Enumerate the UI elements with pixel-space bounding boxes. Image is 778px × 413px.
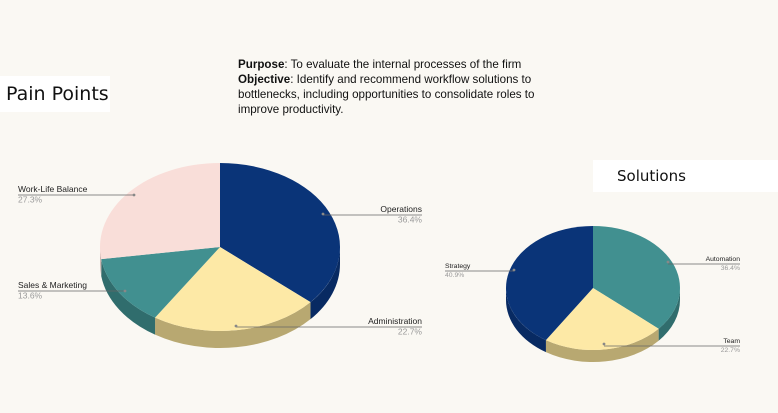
- leader-dot-team: [602, 342, 606, 346]
- pie-slice-automation: [593, 226, 681, 329]
- purpose-text: : To evaluate the internal processes of …: [284, 58, 522, 71]
- leader-dot-automation: [666, 260, 670, 264]
- slice-value-strategy: 40.9%: [445, 272, 464, 279]
- slice-label-work-life-balance: Work-Life Balance: [18, 184, 88, 194]
- pie-slice-work-life-balance: [100, 163, 220, 260]
- pie-slice-operations: [220, 163, 340, 303]
- slice-label-team: Team: [723, 338, 740, 345]
- slice-value-team: 22.7%: [721, 347, 740, 354]
- pie-side-operations: [310, 247, 340, 320]
- slice-value-work-life-balance: 27.3%: [18, 195, 43, 205]
- pie-side-team: [545, 328, 659, 362]
- objective-label: Objective: [238, 73, 291, 86]
- pie-slice-administration: [155, 247, 311, 331]
- slice-value-sales-marketing: 13.6%: [18, 291, 43, 301]
- pie-slice-sales-marketing: [101, 247, 220, 318]
- pie-slice-strategy: [506, 226, 593, 341]
- objective-text: : Identify and recommend workflow soluti…: [238, 73, 535, 116]
- slice-label-administration: Administration: [368, 316, 422, 326]
- leader-dot-operations: [321, 212, 325, 216]
- leader-dot-strategy: [512, 268, 516, 272]
- slice-label-automation: Automation: [706, 256, 741, 263]
- pie-side-strategy: [506, 288, 546, 353]
- slice-label-sales-marketing: Sales & Marketing: [18, 280, 87, 290]
- slice-label-operations: Operations: [380, 204, 422, 214]
- leader-dot-work-life-balance: [132, 193, 136, 197]
- slice-value-operations: 36.4%: [398, 215, 423, 225]
- purpose-label: Purpose: [238, 58, 285, 71]
- solutions-title: Solutions: [593, 160, 778, 192]
- slice-label-strategy: Strategy: [445, 263, 471, 270]
- objective-line: Objective: Identify and recommend workfl…: [238, 72, 578, 117]
- pie-slice-team: [545, 288, 659, 350]
- leader-dot-administration: [234, 324, 238, 328]
- leader-dot-sales-marketing: [123, 289, 127, 293]
- pie-side-administration: [155, 302, 311, 348]
- pie-side-work-life-balance: [100, 247, 102, 277]
- slice-value-administration: 22.7%: [398, 327, 423, 337]
- slice-value-automation: 36.4%: [721, 265, 740, 272]
- pain-points-title: Pain Points: [0, 76, 110, 112]
- purpose-line: Purpose: To evaluate the internal proces…: [238, 57, 578, 72]
- pie-side-sales-marketing: [101, 259, 156, 335]
- description-block: Purpose: To evaluate the internal proces…: [238, 57, 578, 117]
- pie-side-automation: [658, 288, 680, 341]
